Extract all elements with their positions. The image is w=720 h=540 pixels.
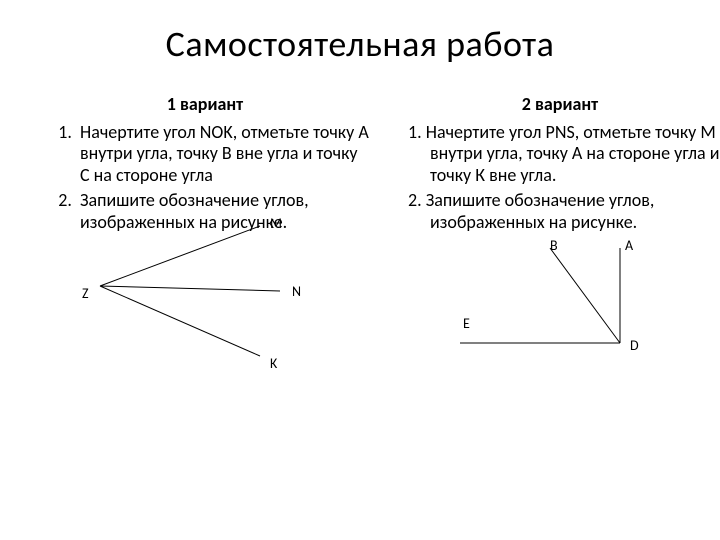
right-task-2: 2. Запишите обозначение углов, изображен… [408,190,720,233]
point-label-m: M [270,216,282,233]
point-label-b: B [550,238,558,255]
point-label-e: E [463,316,470,333]
point-label-n: N [292,284,301,301]
columns: 1 вариант Начертите угол NOK, отметьте т… [40,94,680,408]
right-task-1: 1. Начертите угол PNS, отметьте точку М … [408,122,720,187]
right-column: 2 вариант 1. Начертите угол PNS, отметьт… [400,94,720,408]
right-tasks: 1. Начертите угол PNS, отметьте точку М … [400,122,720,234]
left-task-1: Начертите угол NOK, отметьте точку А вну… [76,122,370,187]
point-label-k: K [270,356,277,373]
point-label-z: Z [82,286,89,303]
point-label-a: A [625,238,633,255]
right-svg [420,238,720,378]
ray [100,226,260,286]
ray [100,286,280,291]
left-column: 1 вариант Начертите угол NOK, отметьте т… [40,94,370,408]
ray [100,286,260,356]
right-figure: E B A D [420,238,720,408]
left-header: 1 вариант [40,94,370,116]
slide: Самостоятельная работа 1 вариант Начерти… [0,0,720,540]
left-figure: Z M N K [70,216,370,386]
right-header: 2 вариант [400,94,720,116]
page-title: Самостоятельная работа [40,22,680,66]
point-label-d: D [630,338,639,355]
ray [550,248,620,343]
left-svg [70,216,370,376]
